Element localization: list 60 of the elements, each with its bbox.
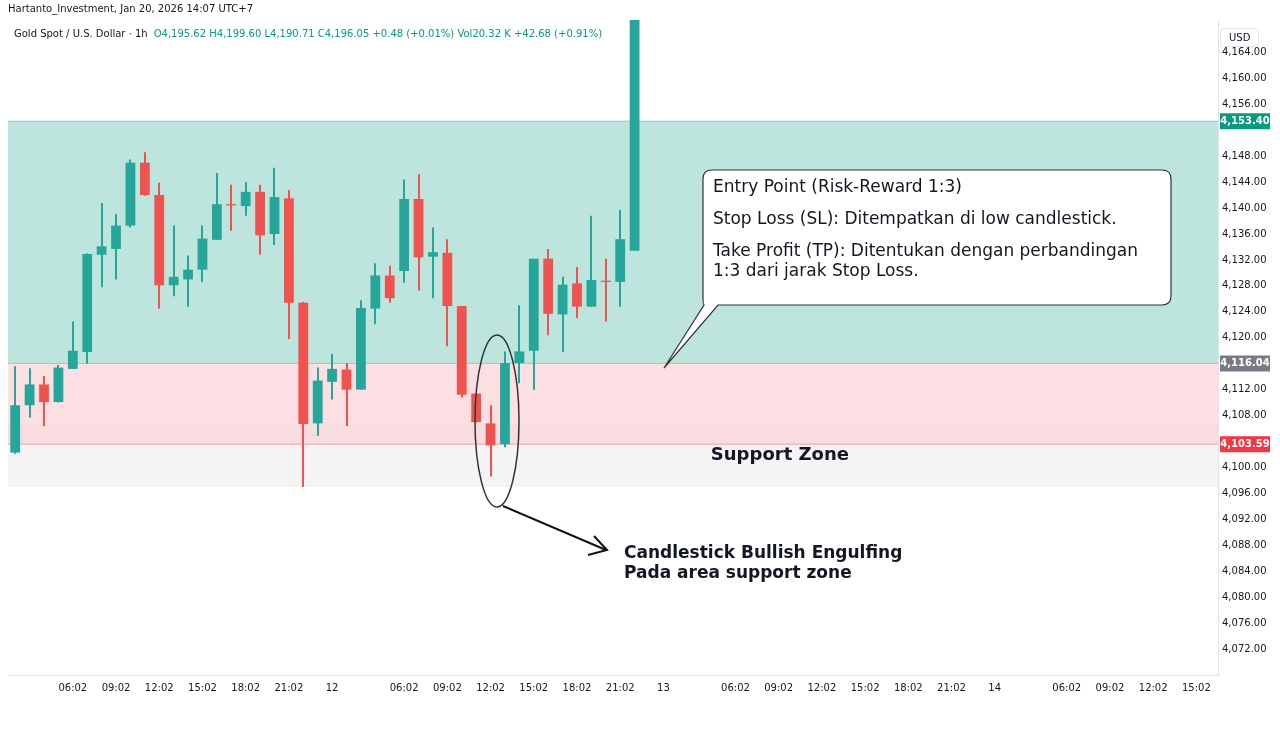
ref-line-label: 4,116.04	[1220, 357, 1270, 369]
x-tick-label: 06:02	[58, 681, 88, 693]
x-tick-label: 15:02	[519, 681, 549, 693]
x-tick-label: 15:02	[188, 681, 217, 693]
x-tick-label: 21:02	[937, 681, 966, 693]
x-tick-label: 12:02	[1138, 681, 1168, 693]
y-tick-label: 4,124.00	[1222, 305, 1267, 317]
x-tick-label: 06:02	[389, 681, 419, 693]
y-tick-label: 4,160.00	[1222, 71, 1267, 83]
text: Hartanto_Investment, Jan 20, 2026 14:07 UTC+7	[8, 3, 254, 14]
y-tick-label: 4,072.00	[1222, 642, 1267, 654]
x-tick-label: 18:02	[562, 681, 592, 693]
x-tick-label: 21:02	[274, 681, 304, 693]
x-tick-label: 09:02	[1095, 681, 1125, 693]
band-label: Support Zone	[710, 442, 849, 464]
annotation: Take Profit (TP): Ditentukan dengan perbandingan 1:3 dari jarak Stop Loss.	[713, 240, 1140, 280]
x-tick-label: 12:02	[807, 681, 837, 693]
x-tick-label: 15:02	[1181, 681, 1211, 693]
x-tick-label: 09:02	[432, 681, 462, 693]
y-tick-label: 4,112.00	[1222, 383, 1267, 395]
y-tick-label: 4,096.00	[1222, 487, 1267, 499]
y-tick-label: 4,076.00	[1222, 616, 1267, 628]
x-tick-label: 06:02	[1052, 681, 1082, 693]
annotation: Entry Point (Risk-Reward 1:3)	[713, 176, 963, 196]
x-tick-label: 15:02	[850, 681, 880, 693]
y-tick-label: 4,092.00	[1222, 512, 1267, 524]
y-tick-label: 4,100.00	[1222, 461, 1267, 473]
x-tick-label: 09:02	[101, 681, 131, 693]
y-tick-label: 4,084.00	[1222, 564, 1267, 576]
y-tick-label: 4,088.00	[1222, 538, 1267, 550]
y-tick-label: 4,144.00	[1222, 175, 1267, 187]
x-tick-label: 14	[988, 681, 1002, 693]
text: O4,195.62 H4,199.60 L4,190.71 C4,196.05 +0.48 (+0.01%) Vol20.32 K +42.68 (+0.91%)	[153, 28, 603, 39]
text: Gold Spot / U.S. Dollar · 1h	[14, 28, 148, 39]
y-tick-label: 4,148.00	[1222, 149, 1267, 161]
x-tick-label: 18:02	[231, 681, 261, 693]
candlestick	[428, 227, 438, 299]
y-tick-label: 4,156.00	[1222, 97, 1267, 109]
y-tick-label: 4,128.00	[1222, 279, 1267, 291]
y-tick-label: 4,164.00	[1222, 46, 1267, 58]
y-tick-label: 4,136.00	[1222, 227, 1267, 239]
x-tick-label: 21:02	[605, 681, 635, 693]
x-tick-label: 12:02	[476, 681, 505, 693]
annotation: Stop Loss (SL): Ditempatkan di low candlestick.	[713, 208, 1118, 228]
ref-line-label: 4,153.40	[1220, 114, 1270, 126]
y-tick-label: 4,132.00	[1222, 253, 1267, 265]
x-tick-label: 06:02	[721, 681, 750, 693]
y-tick-label: 4,080.00	[1222, 590, 1267, 602]
annotation: Candlestick Bullish Engulfing Pada area support zone	[624, 542, 903, 582]
y-tick-label: 4,120.00	[1222, 331, 1267, 343]
y-axis-title: USD	[1220, 28, 1260, 47]
x-tick-label: 12:02	[144, 681, 174, 693]
x-tick-label: 13	[657, 681, 670, 693]
x-tick-label: 12	[325, 681, 339, 693]
candlestick	[629, 20, 640, 251]
ref-line-label: 4,103.59	[1220, 437, 1270, 449]
x-tick-label: 09:02	[764, 681, 794, 693]
y-tick-label: 4,108.00	[1222, 409, 1267, 421]
x-tick-label: 18:02	[893, 681, 923, 693]
y-tick-label: 4,140.00	[1222, 201, 1267, 213]
